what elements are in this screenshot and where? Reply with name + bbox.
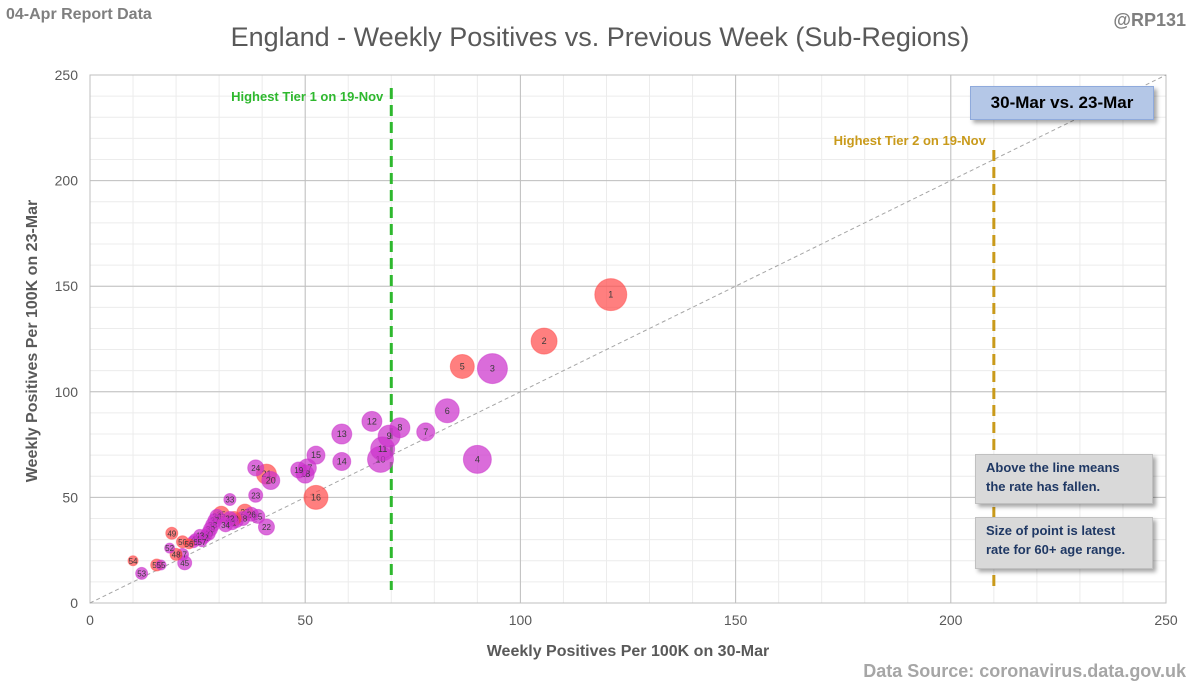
data-point-label: 14 bbox=[337, 456, 347, 466]
tier-line-label-2: Highest Tier 2 on 19-Nov bbox=[834, 133, 987, 148]
data-point-label: 13 bbox=[337, 429, 347, 439]
data-point-label: 57 bbox=[197, 538, 206, 547]
data-point-label: 4 bbox=[475, 454, 480, 464]
data-point bbox=[416, 422, 436, 442]
data-point-label: 47 bbox=[178, 550, 187, 559]
data-point bbox=[261, 471, 281, 491]
data-point-label: 15 bbox=[311, 450, 321, 460]
data-point-label: 3 bbox=[490, 364, 495, 374]
data-point-label: 54 bbox=[129, 557, 138, 566]
y-tick-label: 200 bbox=[55, 173, 79, 189]
x-tick-label: 200 bbox=[939, 612, 963, 628]
data-point-label: 48 bbox=[172, 550, 181, 559]
data-point-label: 8 bbox=[397, 423, 402, 433]
data-point bbox=[257, 518, 275, 536]
data-point bbox=[434, 398, 460, 424]
data-point-label: 34 bbox=[221, 521, 230, 530]
data-point bbox=[389, 417, 411, 439]
data-point bbox=[164, 542, 176, 554]
data-point bbox=[594, 278, 628, 312]
tier-lines: Highest Tier 1 on 19-Nov Highest Tier 2 o… bbox=[231, 88, 996, 590]
note-line-text: Above the line means the rate has fallen… bbox=[986, 460, 1120, 494]
data-point-label: 55 bbox=[157, 561, 166, 570]
reference-line bbox=[89, 74, 1167, 604]
data-point-label: 53 bbox=[137, 569, 146, 578]
data-point bbox=[449, 353, 475, 379]
data-point bbox=[127, 555, 139, 567]
data-point-label: 2 bbox=[542, 336, 547, 346]
data-point-label: 49 bbox=[167, 529, 176, 538]
x-tick-label: 50 bbox=[297, 612, 313, 628]
y-tick-label: 50 bbox=[62, 489, 78, 505]
data-point bbox=[462, 444, 492, 474]
y-axis-label: Weekly Positives Per 100K on 23-Mar bbox=[24, 200, 41, 483]
data-point bbox=[530, 327, 558, 355]
data-point-label: 16 bbox=[311, 492, 321, 502]
x-tick-label: 100 bbox=[509, 612, 533, 628]
data-source: Data Source: coronavirus.data.gov.uk bbox=[863, 661, 1186, 681]
data-point bbox=[183, 538, 195, 550]
tier-line-label-1: Highest Tier 1 on 19-Nov bbox=[231, 89, 384, 104]
data-point-label: 22 bbox=[262, 523, 271, 532]
data-point-label: 11 bbox=[378, 444, 387, 454]
data-point-label: 6 bbox=[445, 406, 450, 416]
data-point-label: 23 bbox=[251, 491, 260, 500]
data-point bbox=[196, 536, 208, 548]
data-point bbox=[290, 461, 308, 479]
chart-title: England - Weekly Positives vs. Previous … bbox=[231, 22, 970, 52]
data-point-label: 1 bbox=[608, 290, 613, 300]
y-tick-label: 250 bbox=[55, 67, 79, 83]
data-point-label: 52 bbox=[165, 544, 174, 553]
data-point-label: 56 bbox=[185, 540, 194, 549]
note-size-text: Size of point is latest rate for 60+ age… bbox=[986, 523, 1126, 557]
y-tick-label: 100 bbox=[55, 384, 79, 400]
note-size-box: Size of point is latest rate for 60+ age… bbox=[975, 517, 1153, 569]
reference-line-y-equals-x bbox=[89, 74, 1167, 604]
data-point-label: 7 bbox=[423, 427, 428, 437]
note-line-box: Above the line means the rate has fallen… bbox=[975, 454, 1153, 504]
data-point-label: 26 bbox=[247, 510, 256, 519]
data-point bbox=[223, 493, 237, 507]
data-point-label: 33 bbox=[225, 496, 234, 505]
data-point-label: 5 bbox=[460, 361, 465, 371]
data-point-label: 20 bbox=[266, 476, 276, 486]
y-tick-label: 150 bbox=[55, 278, 79, 294]
x-tick-label: 0 bbox=[86, 612, 94, 628]
data-points: 1342105611169812132171415171820192224273… bbox=[127, 278, 628, 580]
data-point bbox=[361, 410, 383, 432]
data-point bbox=[331, 423, 353, 445]
x-tick-label: 150 bbox=[724, 612, 748, 628]
data-point bbox=[332, 451, 352, 471]
plot-border bbox=[89, 74, 1167, 604]
data-point bbox=[303, 484, 329, 510]
data-point-label: 9 bbox=[387, 431, 392, 441]
data-point bbox=[248, 487, 264, 503]
x-tick-label: 250 bbox=[1154, 612, 1178, 628]
period-label: 30-Mar vs. 23-Mar bbox=[990, 93, 1134, 112]
data-point-label: 24 bbox=[251, 464, 260, 473]
data-point bbox=[165, 526, 179, 540]
data-point bbox=[476, 353, 508, 385]
report-date-label: 04-Apr Report Data bbox=[6, 6, 152, 23]
data-point bbox=[247, 459, 265, 477]
period-label-box: 30-Mar vs. 23-Mar bbox=[970, 86, 1154, 120]
data-point-label: 50 bbox=[178, 538, 187, 547]
plot-frame bbox=[89, 74, 1167, 604]
x-axis-label: Weekly Positives Per 100K on 30-Mar bbox=[487, 643, 770, 660]
data-point-label: 19 bbox=[294, 466, 303, 475]
data-point-label: 12 bbox=[367, 416, 377, 426]
data-point bbox=[135, 566, 149, 580]
author-handle: @RP131 bbox=[1113, 10, 1186, 30]
data-point bbox=[155, 559, 167, 571]
y-tick-label: 0 bbox=[70, 595, 78, 611]
data-point-label: 45 bbox=[180, 559, 189, 568]
